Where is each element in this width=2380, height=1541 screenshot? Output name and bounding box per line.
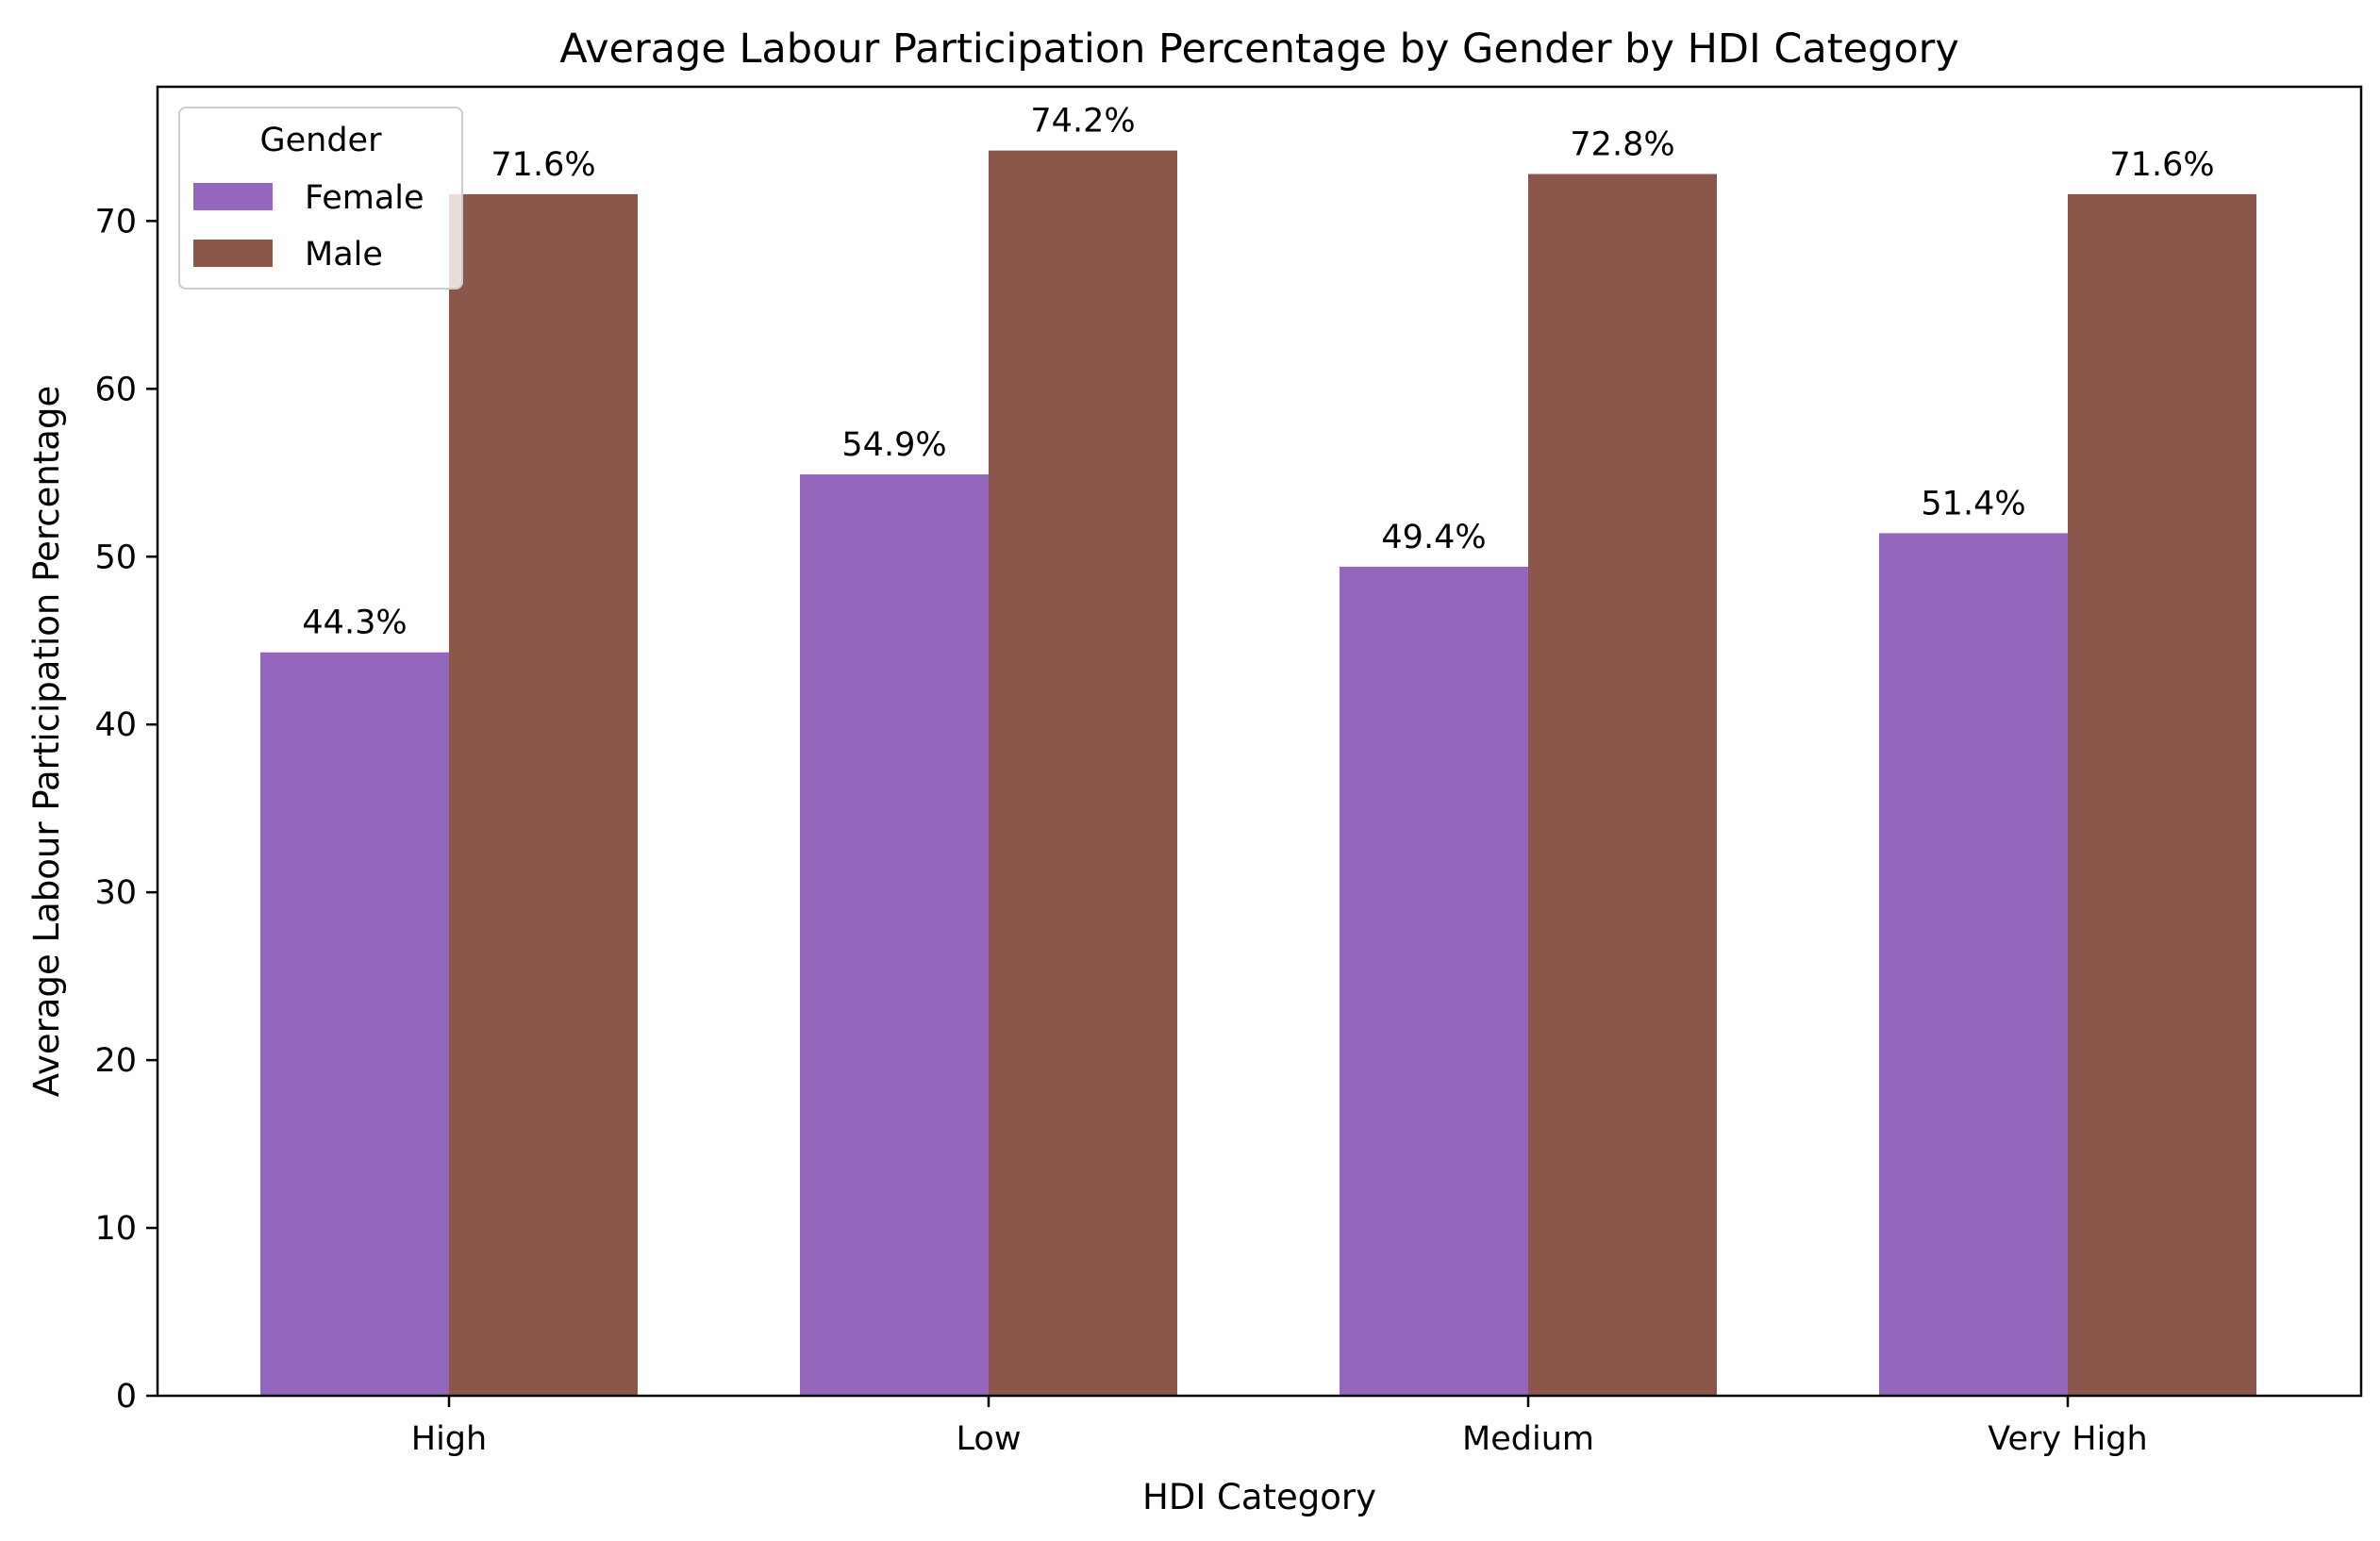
legend-label-female: Female <box>305 179 424 217</box>
data-label-male-very-high: 71.6% <box>2109 146 2214 184</box>
data-label-male-medium: 72.8% <box>1570 126 1674 164</box>
y-tick-label: 0 <box>116 1378 137 1416</box>
bars-group <box>260 150 2256 1397</box>
x-axis: High Low Medium Very High <box>411 1396 2148 1458</box>
data-label-male-high: 71.6% <box>491 146 595 184</box>
x-tick-label: High <box>411 1420 487 1458</box>
data-labels-group: 44.3% 71.6% 54.9% 74.2% 49.4% 72.8% 51.4% 71.6% <box>302 103 2214 642</box>
legend-swatch-male <box>193 240 273 267</box>
bar-male-very-high <box>2068 193 2256 1396</box>
y-tick-label: 40 <box>94 706 137 744</box>
bar-female-low <box>800 474 989 1396</box>
bar-male-high <box>449 193 638 1396</box>
legend-label-male: Male <box>305 236 383 273</box>
y-axis: 0 10 20 30 40 50 60 70 <box>94 203 158 1416</box>
y-tick-label: 70 <box>94 203 137 240</box>
bar-female-high <box>260 652 449 1396</box>
data-label-female-high: 44.3% <box>302 605 407 642</box>
legend-swatch-female <box>193 183 273 210</box>
data-label-female-low: 54.9% <box>841 426 946 464</box>
data-label-female-medium: 49.4% <box>1381 519 1486 556</box>
y-axis-label: Average Labour Participation Percentage <box>26 386 67 1097</box>
x-tick-label: Medium <box>1462 1420 1594 1458</box>
data-label-male-low: 74.2% <box>1030 103 1135 141</box>
y-tick-label: 30 <box>94 874 137 912</box>
bar-male-medium <box>1528 174 1717 1397</box>
bar-male-low <box>989 150 1177 1397</box>
bar-female-medium <box>1340 566 1528 1396</box>
x-axis-label: HDI Category <box>1142 1477 1376 1517</box>
y-tick-label: 60 <box>94 371 137 408</box>
y-tick-label: 50 <box>94 539 137 576</box>
y-tick-label: 20 <box>94 1042 137 1080</box>
legend: Gender Female Male <box>178 107 463 290</box>
y-tick-label: 10 <box>94 1210 137 1248</box>
plot-frame <box>156 85 2363 1398</box>
legend-title: Gender <box>260 122 383 159</box>
chart-title: Average Labour Participation Percentage … <box>559 25 1959 73</box>
bar-female-very-high <box>1879 533 2068 1396</box>
x-tick-label: Low <box>957 1420 1022 1458</box>
data-label-female-very-high: 51.4% <box>1921 485 2025 522</box>
x-tick-label: Very High <box>1988 1420 2147 1458</box>
